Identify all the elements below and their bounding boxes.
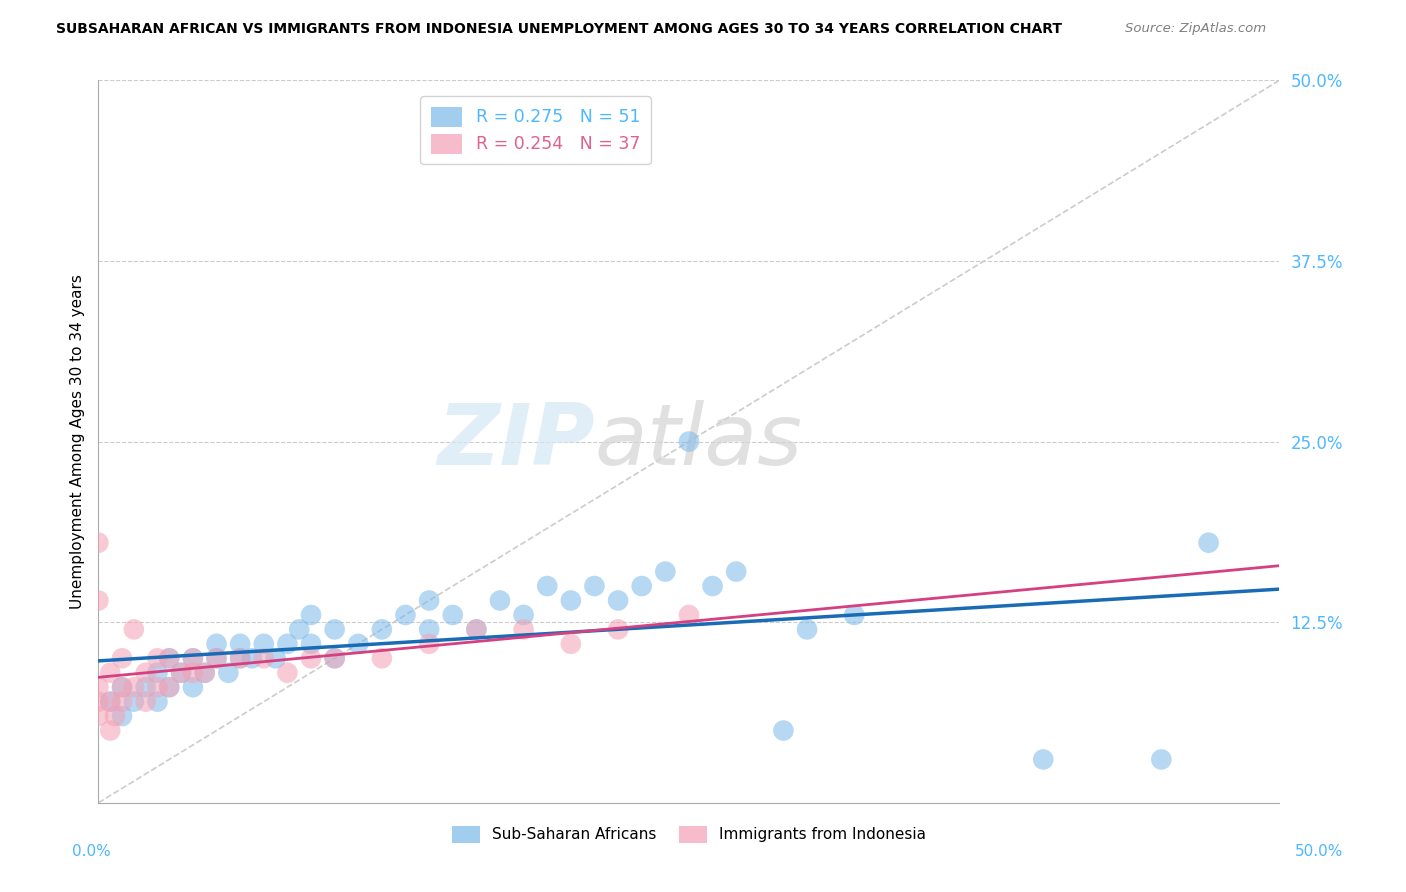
Point [323, 623, 346, 637]
Point [205, 651, 228, 665]
Point [229, 651, 252, 665]
Point [111, 651, 134, 665]
Point [465, 623, 488, 637]
Point [87, 593, 110, 607]
Point [217, 665, 239, 680]
Point [844, 607, 866, 622]
Point [157, 680, 180, 694]
Text: 50.0%: 50.0% [1295, 845, 1343, 859]
Point [111, 709, 134, 723]
Point [205, 651, 228, 665]
Point [299, 607, 322, 622]
Text: Source: ZipAtlas.com: Source: ZipAtlas.com [1125, 22, 1265, 36]
Point [264, 651, 287, 665]
Point [512, 607, 534, 622]
Point [489, 593, 512, 607]
Point [181, 665, 204, 680]
Point [135, 695, 157, 709]
Point [87, 695, 110, 709]
Point [323, 651, 346, 665]
Point [1198, 535, 1220, 549]
Point [725, 565, 748, 579]
Text: SUBSAHARAN AFRICAN VS IMMIGRANTS FROM INDONESIA UNEMPLOYMENT AMONG AGES 30 TO 34: SUBSAHARAN AFRICAN VS IMMIGRANTS FROM IN… [56, 22, 1063, 37]
Point [111, 680, 134, 694]
Point [104, 709, 127, 723]
Point [276, 665, 298, 680]
Point [157, 651, 180, 665]
Point [253, 637, 276, 651]
Point [229, 637, 252, 651]
Point [418, 637, 440, 651]
Point [146, 680, 169, 694]
Point [560, 637, 582, 651]
Point [796, 623, 818, 637]
Point [607, 623, 630, 637]
Text: atlas: atlas [595, 400, 803, 483]
Point [157, 680, 180, 694]
Point [512, 623, 534, 637]
Point [323, 651, 346, 665]
Point [181, 680, 204, 694]
Point [194, 665, 217, 680]
Point [170, 665, 193, 680]
Point [170, 665, 193, 680]
Point [253, 651, 276, 665]
Point [607, 593, 630, 607]
Point [229, 651, 252, 665]
Point [181, 651, 204, 665]
Point [122, 680, 145, 694]
Point [536, 579, 558, 593]
Point [418, 593, 440, 607]
Point [678, 607, 700, 622]
Point [122, 695, 145, 709]
Point [146, 651, 169, 665]
Point [122, 623, 145, 637]
Point [465, 623, 488, 637]
Point [394, 607, 416, 622]
Point [146, 665, 169, 680]
Point [205, 637, 228, 651]
Point [135, 665, 157, 680]
Point [1032, 752, 1054, 766]
Point [181, 651, 204, 665]
Point [111, 695, 134, 709]
Point [678, 434, 700, 449]
Point [1150, 752, 1173, 766]
Point [371, 651, 394, 665]
Point [299, 651, 322, 665]
Point [288, 623, 311, 637]
Point [441, 607, 464, 622]
Point [98, 695, 121, 709]
Point [87, 680, 110, 694]
Point [135, 680, 157, 694]
Point [87, 535, 110, 549]
Point [157, 651, 180, 665]
Point [630, 579, 652, 593]
Point [240, 651, 263, 665]
Point [98, 665, 121, 680]
Text: ZIP: ZIP [437, 400, 595, 483]
Point [194, 665, 217, 680]
Point [87, 709, 110, 723]
Y-axis label: Unemployment Among Ages 30 to 34 years: Unemployment Among Ages 30 to 34 years [69, 274, 84, 609]
Point [418, 623, 440, 637]
Point [772, 723, 794, 738]
Point [276, 637, 298, 651]
Point [371, 623, 394, 637]
Point [111, 680, 134, 694]
Point [583, 579, 606, 593]
Point [299, 637, 322, 651]
Point [98, 695, 121, 709]
Legend: Sub-Saharan Africans, Immigrants from Indonesia: Sub-Saharan Africans, Immigrants from In… [446, 820, 932, 849]
Point [560, 593, 582, 607]
Point [702, 579, 724, 593]
Point [146, 695, 169, 709]
Point [347, 637, 370, 651]
Text: 0.0%: 0.0% [72, 845, 111, 859]
Point [98, 723, 121, 738]
Point [654, 565, 676, 579]
